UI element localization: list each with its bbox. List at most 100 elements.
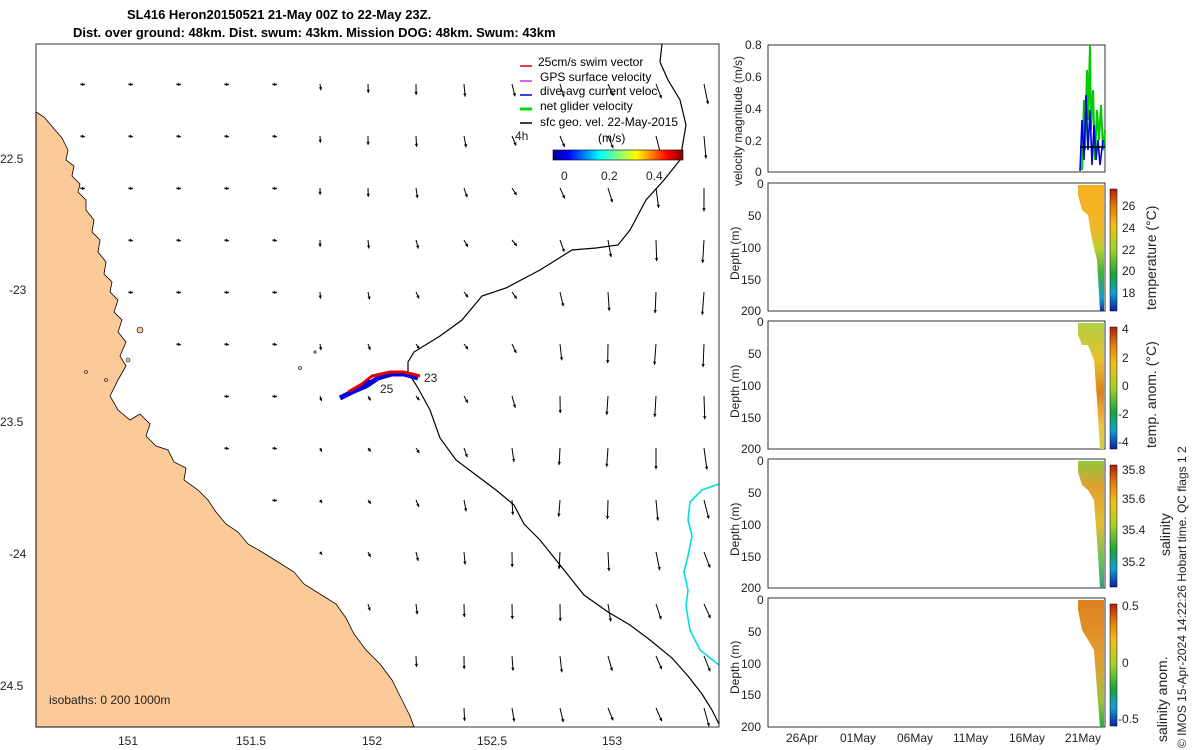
velocity-vector-head: [318, 191, 322, 195]
velocity-vector-head: [512, 92, 516, 97]
anom-cbar-4: 4: [1122, 322, 1129, 336]
velocity-vector-head: [273, 446, 277, 450]
velocity-vector-head: [702, 208, 706, 212]
velocity-vector-head: [557, 461, 561, 465]
island: [125, 357, 131, 363]
velocity-vector-head: [415, 557, 420, 561]
velocity-vector-head: [463, 144, 468, 148]
velocity-vector-head: [559, 669, 564, 673]
velocity-vector-head: [416, 449, 420, 454]
velocity-vector-head: [561, 195, 566, 199]
sanom-ytick-200: 200: [741, 720, 761, 734]
velocity-vector-head: [513, 349, 517, 354]
velocity-vector-head: [511, 511, 515, 515]
vel-ytick-0.8: 0.8: [745, 38, 762, 52]
map-xtick-152.5: 152.5: [477, 734, 507, 748]
velocity-vector: [606, 395, 609, 415]
map-xtick-153: 153: [602, 734, 622, 748]
map-ytick-23: -23: [9, 283, 27, 297]
temp-anomaly-panel: 4 2 0 -2 -4 temp. anom. (°C) 0 50 100 15…: [728, 315, 1159, 456]
colorbar-gradient: [552, 149, 684, 161]
velocity-vector-head: [658, 615, 662, 620]
velocity-vector-head: [273, 394, 277, 398]
velocity-vector-head: [560, 302, 565, 307]
velocity-vector-head: [414, 143, 419, 147]
sal-ylabel: Depth (m): [728, 503, 742, 556]
velocity-vector-head: [707, 614, 711, 619]
velocity-vector: [655, 499, 659, 521]
island: [313, 350, 317, 354]
velocity-vector: [703, 395, 706, 420]
velocity-vector-head: [416, 396, 420, 401]
sal-cbar-35.6: 35.6: [1122, 492, 1146, 506]
velocity-vector-head: [129, 290, 133, 294]
velocity-vector-head: [462, 613, 466, 617]
legend-label-gps: GPS surface velocity: [540, 70, 651, 84]
anom-ytick-200: 200: [741, 442, 761, 456]
velocity-vector: [703, 707, 710, 727]
temperature-data: [1078, 185, 1104, 311]
velocity-vector-head: [654, 466, 658, 470]
velocity-vector-head: [273, 186, 277, 190]
sanom-cbar-0.5: 0.5: [1122, 599, 1139, 613]
velocity-vector: [607, 291, 610, 311]
anom-ytick-50: 50: [748, 347, 762, 361]
legend-label-net: net glider velocity: [540, 99, 633, 113]
velocity-vector-head: [558, 410, 562, 414]
velocity-vector-head: [225, 186, 229, 190]
temp-cbar-18: 18: [1122, 286, 1136, 300]
velocity-vector-head: [607, 567, 611, 571]
track-label-23: 23: [424, 371, 438, 385]
anom-cbar-label: temp. anom. (°C): [1143, 341, 1159, 448]
colorbar-tick-0: 0: [561, 169, 568, 183]
velocity-series-dive: [1079, 94, 1104, 172]
velocity-vector-head: [318, 243, 322, 247]
sanom-ytick-150: 150: [741, 688, 761, 702]
anom-cbar-0: 0: [1122, 379, 1129, 393]
velocity-vector-head: [464, 453, 468, 458]
sal-ytick-200: 200: [741, 581, 761, 595]
velocity-vector-head: [273, 498, 277, 502]
velocity-vector-head: [366, 141, 370, 145]
velocity-vector-head: [561, 248, 565, 252]
xtick-16May: 16May: [1009, 731, 1045, 745]
velocity-vector: [701, 291, 705, 315]
velocity-vector-head: [129, 186, 133, 190]
velocity-vector-head: [706, 722, 710, 727]
surface-velocity-vectors: [79, 82, 711, 727]
velocity-vector-head: [605, 411, 609, 415]
velocity-vector-head: [656, 204, 660, 208]
sanom-cbar-0: 0: [1122, 656, 1129, 670]
velocity-vector-head: [318, 87, 323, 91]
temp-anomaly-axes: [767, 320, 1106, 450]
velocity-vector-head: [464, 345, 469, 350]
velocity-vector-head: [610, 92, 614, 96]
sal-cbar-35.8: 35.8: [1122, 463, 1146, 477]
velocity-vector: [655, 551, 661, 571]
velocity-vector-head: [512, 718, 516, 722]
track-blue-2: [341, 379, 371, 397]
velocity-vector-head: [511, 458, 516, 462]
island: [104, 378, 108, 382]
velocity-vector-head: [605, 516, 610, 520]
velocity-vector-head: [653, 309, 657, 314]
xtick-11May: 11May: [953, 731, 988, 745]
velocity-vector-head: [653, 413, 657, 417]
velocity-vector: [703, 83, 709, 105]
velocity-vector-head: [366, 89, 370, 93]
velocity-vector-head: [610, 717, 614, 721]
temp-ytick-0: 0: [757, 177, 764, 191]
colorbar-tick-1: 0.2: [601, 169, 618, 183]
velocity-vector-head: [704, 466, 709, 470]
temp-cbar-20: 20: [1122, 264, 1136, 278]
anom-ytick-150: 150: [741, 411, 761, 425]
temperature-colorbar: [1109, 188, 1118, 312]
velocity-panel: 0.8 0.6 0.4 0.2 0 velocity magnitude (m/…: [731, 38, 1106, 186]
salinity-axes: [767, 458, 1106, 589]
temp-cbar-24: 24: [1122, 221, 1136, 235]
velocity-vector: [702, 343, 705, 368]
velocity-vector-head: [557, 565, 561, 569]
velocity-vector-head: [560, 718, 565, 723]
velocity-vector-head: [318, 499, 323, 503]
velocity-vector-head: [367, 346, 371, 351]
